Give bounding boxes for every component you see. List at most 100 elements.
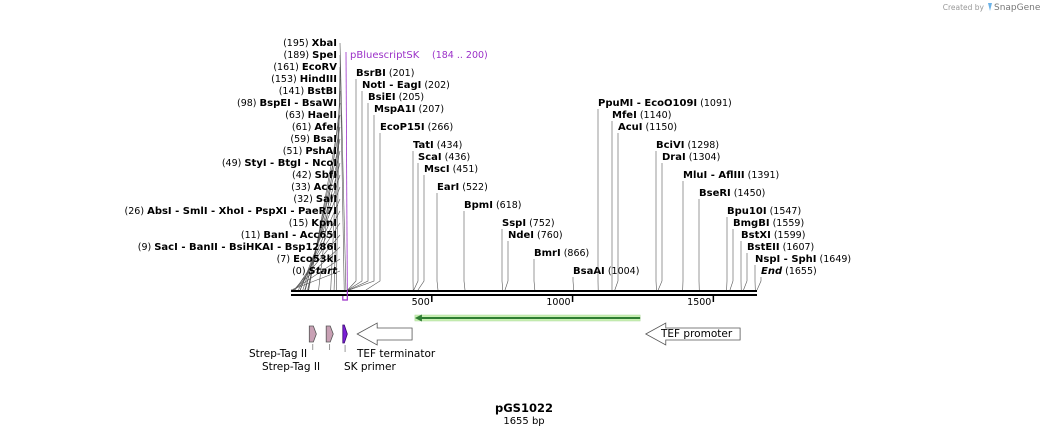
right-site-label-11: NdeI (760): [508, 230, 563, 241]
right-site-label-21: Bpu10I (1547): [727, 206, 801, 217]
right-site-connector-16: [614, 133, 619, 291]
right-site-7: MscI (451): [417, 164, 478, 291]
feature-shape-0: [308, 325, 317, 343]
left-site-label-7: (61) AfeI: [292, 122, 337, 133]
right-site-26: End (1655): [756, 266, 817, 291]
primer-label: pBluescriptSK: [350, 50, 420, 61]
right-site-9: BpmI (618): [463, 200, 522, 291]
left-site-connector-0: [339, 42, 347, 291]
left-site-17: (9) SacI - BanII - BsiHKAI - Bsp1286I: [138, 242, 341, 291]
primer-range: (184 .. 200): [432, 50, 488, 61]
feature-label-0: Strep-Tag II: [249, 348, 307, 360]
right-site-label-8: EarI (522): [437, 182, 488, 193]
feature-3: TEF terminator: [356, 322, 436, 360]
right-site-24: BstEII (1607): [743, 242, 814, 291]
left-site-label-19: (0) Start: [292, 266, 338, 277]
right-site-14: PpuMI - EcoO109I (1091): [597, 98, 732, 291]
feature-shape-1: [325, 325, 334, 343]
right-site-connector-10: [501, 229, 504, 291]
left-site-label-16: (11) BanI - Acc65I: [241, 230, 337, 241]
right-site-connector-24: [743, 253, 748, 291]
feature-shape-3: [356, 322, 413, 346]
left-site-1: (189) SpeI: [284, 50, 345, 291]
feature-5: TEF promoter: [644, 322, 741, 346]
right-site-connector-1: [347, 91, 363, 291]
left-site-connector-1: [339, 54, 345, 291]
right-site-connector-6: [413, 163, 419, 291]
tick-label-2: 1500: [687, 297, 711, 308]
right-site-connector-22: [729, 229, 734, 291]
right-site-label-6: ScaI (436): [418, 152, 470, 163]
right-site-label-26: End (1655): [761, 266, 817, 277]
right-site-0: BsrBI (201): [347, 68, 414, 291]
right-site-connector-11: [504, 241, 509, 291]
left-site-connector-19: [290, 270, 341, 291]
created-by-header: Created by SnapGene: [943, 3, 1041, 13]
right-site-4: EcoP15I (266): [365, 122, 453, 291]
feature-label-2: SK primer: [344, 361, 396, 373]
right-site-label-16: AcuI (1150): [618, 122, 677, 133]
left-site-11: (42) SbfI: [292, 170, 341, 291]
left-site-connector-11: [302, 174, 341, 291]
primer-connector: [345, 51, 348, 292]
feature-2: SK primer: [342, 324, 396, 373]
snapgene-brand: SnapGene: [994, 3, 1041, 13]
right-site-label-5: TatI (434): [413, 140, 462, 151]
left-site-label-2: (161) EcoRV: [273, 62, 337, 73]
right-site-18: DraI (1304): [657, 152, 720, 291]
right-site-23: BstXI (1599): [740, 230, 805, 291]
right-site-label-22: BmgBI (1559): [733, 218, 804, 229]
map-title: pGS1022 1655 bp: [495, 401, 553, 427]
tick-label-0: 500: [412, 297, 430, 308]
right-site-20: BseRI (1450): [698, 188, 765, 291]
right-site-13: BsaAI (1004): [572, 266, 639, 291]
right-site-11: NdeI (760): [504, 230, 563, 291]
right-site-connector-18: [657, 163, 663, 291]
feature-4: [414, 314, 641, 322]
right-site-label-7: MscI (451): [424, 164, 478, 175]
right-site-21: Bpu10I (1547): [726, 206, 801, 291]
left-site-0: (195) XbaI: [283, 38, 347, 291]
left-site-connector-10: [304, 162, 341, 291]
left-site-connector-16: [293, 234, 341, 291]
left-site-10: (49) StyI - BtgI - NcoI: [222, 158, 341, 291]
snapgene-logo-icon: [988, 3, 992, 11]
right-site-connector-13: [572, 277, 574, 291]
right-site-label-25: NspI - SphI (1649): [755, 254, 851, 265]
tick-label-1: 1000: [546, 297, 570, 308]
right-site-12: BmrI (866): [533, 248, 589, 291]
left-site-label-15: (15) KpnI: [289, 218, 337, 229]
plasmid-length: 1655 bp: [503, 416, 544, 427]
right-site-connector-26: [756, 277, 762, 291]
right-site-label-12: BmrI (866): [534, 248, 589, 259]
right-site-label-17: BciVI (1298): [656, 140, 719, 151]
orf-arrowhead-icon: [414, 314, 422, 322]
right-site-8: EarI (522): [436, 182, 488, 291]
right-site-label-1: NotI - EagI (202): [362, 80, 450, 91]
right-site-label-18: DraI (1304): [662, 152, 720, 163]
right-site-label-23: BstXI (1599): [741, 230, 805, 241]
left-site-15: (15) KpnI: [289, 218, 341, 291]
left-site-label-14: (26) AbsI - SmlI - XhoI - PspXI - PaeR7I: [125, 206, 337, 217]
right-site-25: NspI - SphI (1649): [754, 254, 851, 291]
left-site-label-5: (98) BspEI - BsaWI: [237, 98, 337, 109]
left-site-label-6: (63) HaeII: [285, 110, 337, 121]
feature-shape-2: [342, 324, 348, 344]
left-site-label-17: (9) SacI - BanII - BsiHKAI - Bsp1286I: [138, 242, 337, 253]
left-site-connector-8: [307, 138, 341, 291]
plasmid-name: pGS1022: [495, 401, 553, 415]
right-site-16: AcuI (1150): [614, 122, 677, 291]
right-site-label-20: BseRI (1450): [699, 188, 765, 199]
primer-bracket: [342, 291, 348, 301]
right-site-19: MluI - AflIII (1391): [682, 170, 779, 291]
right-site-connector-4: [365, 133, 381, 291]
right-site-connector-9: [463, 211, 466, 291]
right-site-label-3: MspA1I (207): [374, 104, 444, 115]
right-site-5: TatI (434): [412, 140, 462, 291]
right-site-label-24: BstEII (1607): [747, 242, 814, 253]
right-site-connector-8: [436, 193, 439, 291]
created-by-text: Created by: [943, 3, 985, 12]
left-site-label-9: (51) PshAI: [283, 146, 337, 157]
right-site-label-19: MluI - AflIII (1391): [683, 170, 779, 181]
